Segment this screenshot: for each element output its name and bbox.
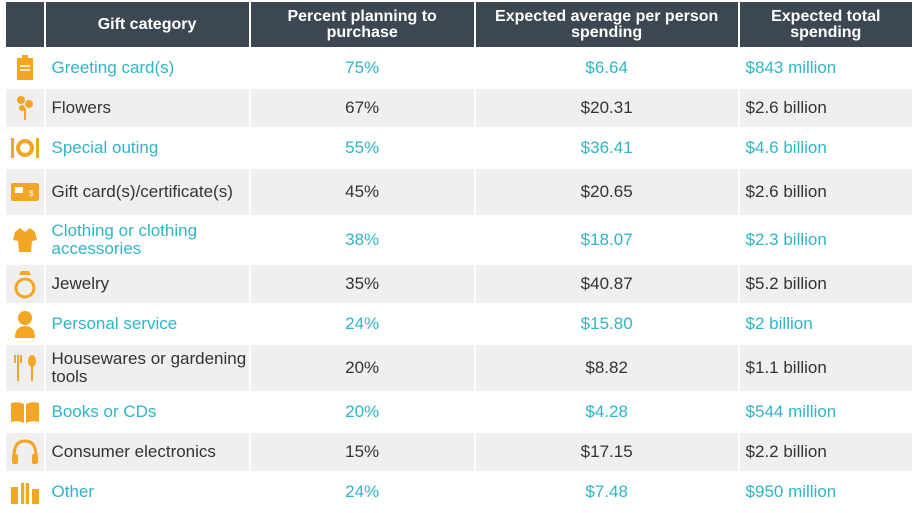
header-gift-category: Gift category	[45, 2, 249, 47]
percent-cell: 67%	[250, 89, 474, 127]
svg-text:$: $	[29, 189, 34, 198]
total-spending-cell: $2.6 billion	[739, 169, 912, 215]
dining-icon	[6, 129, 44, 167]
percent-cell: 75%	[250, 49, 474, 87]
category-cell: Gift card(s)/certificate(s)	[45, 169, 249, 215]
category-cell: Books or CDs	[45, 393, 249, 431]
avg-spending-cell: $15.80	[475, 305, 738, 343]
percent-cell: 15%	[250, 433, 474, 471]
gift-card-icon: $	[6, 169, 44, 215]
avg-spending-cell: $17.15	[475, 433, 738, 471]
flowers-icon	[6, 89, 44, 127]
percent-cell: 45%	[250, 169, 474, 215]
table-row: Jewelry 35% $40.87 $5.2 billion	[6, 265, 912, 303]
avg-spending-cell: $6.64	[475, 49, 738, 87]
avg-spending-cell: $4.28	[475, 393, 738, 431]
percent-cell: 20%	[250, 393, 474, 431]
avg-spending-cell: $20.31	[475, 89, 738, 127]
table-row: Other 24% $7.48 $950 million	[6, 473, 912, 511]
category-cell: Greeting card(s)	[45, 49, 249, 87]
category-cell: Consumer electronics	[45, 433, 249, 471]
header-row: Gift category Percent planning to purcha…	[6, 2, 912, 47]
table-row: Personal service 24% $15.80 $2 billion	[6, 305, 912, 343]
avg-spending-cell: $8.82	[475, 345, 738, 391]
headphones-icon	[6, 433, 44, 471]
category-cell: Flowers	[45, 89, 249, 127]
gifts-icon	[6, 473, 44, 511]
table-row: Greeting card(s) 75% $6.64 $843 million	[6, 49, 912, 87]
avg-spending-cell: $36.41	[475, 129, 738, 167]
total-spending-cell: $950 million	[739, 473, 912, 511]
person-icon	[6, 305, 44, 343]
avg-spending-cell: $7.48	[475, 473, 738, 511]
percent-cell: 55%	[250, 129, 474, 167]
ring-icon	[6, 265, 44, 303]
total-spending-cell: $2.6 billion	[739, 89, 912, 127]
percent-cell: 24%	[250, 473, 474, 511]
table-row: Books or CDs 20% $4.28 $544 million	[6, 393, 912, 431]
table-row: Clothing or clothing accessories 38% $18.0…	[6, 217, 912, 263]
total-spending-cell: $5.2 billion	[739, 265, 912, 303]
total-spending-cell: $2.3 billion	[739, 217, 912, 263]
shirt-icon	[6, 217, 44, 263]
percent-cell: 38%	[250, 217, 474, 263]
percent-cell: 20%	[250, 345, 474, 391]
avg-spending-cell: $40.87	[475, 265, 738, 303]
avg-spending-cell: $18.07	[475, 217, 738, 263]
table-row: Consumer electronics 15% $17.15 $2.2 billio…	[6, 433, 912, 471]
category-cell: Clothing or clothing accessories	[45, 217, 249, 263]
percent-cell: 24%	[250, 305, 474, 343]
avg-spending-cell: $20.65	[475, 169, 738, 215]
total-spending-cell: $1.1 billion	[739, 345, 912, 391]
category-cell: Special outing	[45, 129, 249, 167]
percent-cell: 35%	[250, 265, 474, 303]
book-icon	[6, 393, 44, 431]
category-cell: Housewares or gardening tools	[45, 345, 249, 391]
garden-tools-icon	[6, 345, 44, 391]
category-cell: Jewelry	[45, 265, 249, 303]
category-cell: Personal service	[45, 305, 249, 343]
header-avg-spending: Expected average per person spending	[475, 2, 738, 47]
total-spending-cell: $544 million	[739, 393, 912, 431]
header-total-spending: Expected total spending	[739, 2, 912, 47]
table-row: $ Gift card(s)/certificate(s) 45% $20.65 $2.…	[6, 169, 912, 215]
total-spending-cell: $2.2 billion	[739, 433, 912, 471]
gift-spending-table: Gift category Percent planning to purcha…	[4, 0, 914, 513]
table-row: Housewares or gardening tools 20% $8.82 $1.…	[6, 345, 912, 391]
greeting-card-icon	[6, 49, 44, 87]
table-row: Flowers 67% $20.31 $2.6 billion	[6, 89, 912, 127]
total-spending-cell: $4.6 billion	[739, 129, 912, 167]
header-percent: Percent planning to purchase	[250, 2, 474, 47]
total-spending-cell: $2 billion	[739, 305, 912, 343]
table-row: Special outing 55% $36.41 $4.6 billion	[6, 129, 912, 167]
header-icon-cell	[6, 2, 44, 47]
category-cell: Other	[45, 473, 249, 511]
total-spending-cell: $843 million	[739, 49, 912, 87]
